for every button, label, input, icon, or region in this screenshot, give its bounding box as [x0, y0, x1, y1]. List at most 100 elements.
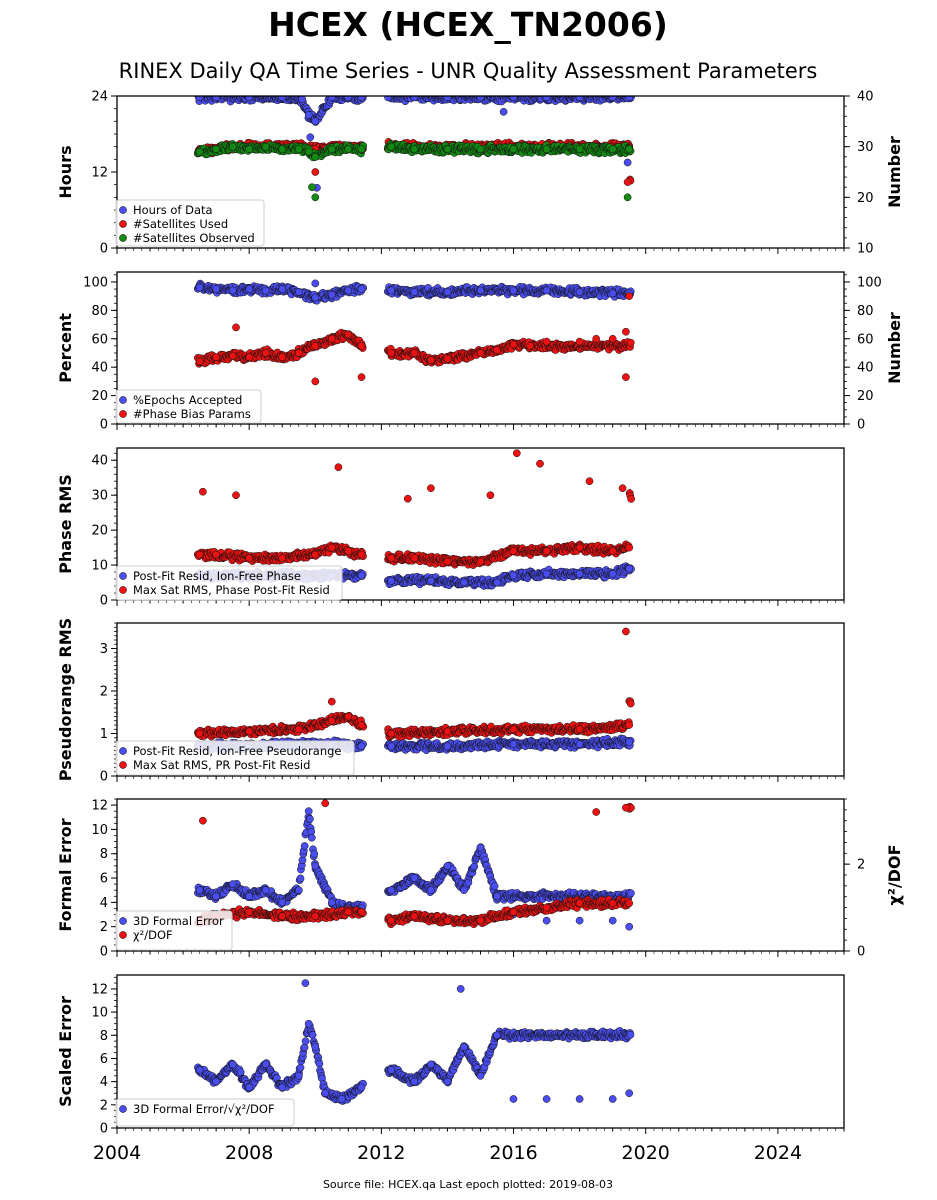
panel-data [193, 279, 635, 386]
legend-label: %Epochs Accepted [133, 393, 242, 407]
y-tick-label: 40 [91, 361, 108, 376]
data-point [575, 96, 584, 102]
y-tick-label: 100 [83, 275, 108, 290]
data-point [195, 550, 204, 559]
data-point [526, 342, 534, 350]
data-point [387, 576, 396, 585]
data-point [509, 96, 518, 102]
data-point [443, 288, 452, 296]
legend-label: #Satellites Used [133, 217, 228, 231]
legend-label: Max Sat RMS, Phase Post-Fit Resid [133, 583, 330, 597]
data-point [357, 571, 366, 580]
legend: %Epochs Accepted#Phase Bias Params [115, 389, 262, 424]
data-point [542, 569, 551, 578]
data-point [298, 96, 306, 104]
data-point [384, 96, 392, 102]
data-point [228, 142, 237, 151]
data-point [261, 349, 270, 357]
data-point [623, 158, 632, 167]
data-point [327, 290, 336, 299]
data-point [311, 193, 320, 202]
data-point [311, 117, 320, 126]
data-point [443, 145, 452, 154]
data-point [344, 286, 353, 295]
legend-marker [119, 234, 127, 242]
data-point [306, 133, 315, 142]
y2-tick-label: 0 [857, 418, 865, 433]
data-point [623, 178, 632, 186]
data-point [443, 354, 452, 363]
y2-axis-label: Number [885, 312, 904, 384]
data-point [509, 340, 518, 349]
data-point [608, 547, 617, 555]
data-point [410, 96, 419, 102]
data-point [575, 569, 584, 578]
data-point [278, 145, 287, 154]
y2-tick-label: 40 [857, 361, 874, 376]
data-point [311, 342, 320, 350]
data-point [387, 554, 396, 562]
data-point [608, 334, 617, 343]
data-point [608, 289, 617, 298]
data-point [278, 353, 287, 362]
data-point [592, 334, 601, 343]
data-point [327, 96, 336, 102]
y2-tick-label: 20 [857, 191, 874, 206]
data-point [245, 353, 254, 362]
y-tick-label: 12 [91, 166, 108, 181]
y-axis-label: Hours [56, 145, 75, 198]
data-point [212, 96, 220, 102]
data-point [311, 168, 320, 176]
data-point [387, 349, 396, 357]
legend-marker [119, 220, 127, 228]
y-tick-label: 10 [91, 559, 108, 574]
data-point [344, 96, 353, 102]
legend-marker [119, 206, 127, 214]
data-point [195, 147, 204, 156]
y2-axis-label: Number [885, 136, 904, 208]
y-tick-label: 0 [100, 242, 108, 257]
data-point [625, 145, 634, 154]
legend-marker [119, 586, 127, 594]
data-point [304, 147, 313, 156]
data-point [476, 349, 485, 357]
legend-label: #Satellites Observed [133, 231, 255, 245]
data-point [311, 550, 320, 559]
data-point [195, 357, 204, 366]
data-point [344, 145, 353, 154]
data-point [512, 449, 521, 458]
data-point [212, 285, 220, 293]
data-point [476, 145, 485, 154]
figure-subtitle: RINEX Daily QA Time Series - UNR Quality… [119, 59, 818, 83]
data-point [427, 356, 435, 364]
data-point [625, 292, 634, 300]
data-point [542, 145, 551, 154]
data-point [509, 286, 518, 295]
y2-tick-label: 10 [857, 242, 874, 257]
data-point [575, 145, 584, 154]
data-point [536, 459, 544, 468]
data-point [228, 351, 237, 360]
data-point [509, 571, 518, 580]
y-tick-label: 0 [100, 594, 108, 609]
figure-title: HCEX (HCEX_TN2006) [268, 5, 668, 44]
data-point [357, 550, 366, 559]
legend-label: Post-Fit Resid, Ion-Free Phase [133, 569, 301, 583]
data-point [575, 288, 584, 296]
data-point [499, 107, 508, 116]
data-point [387, 142, 396, 151]
data-point [245, 145, 254, 154]
data-point [575, 337, 584, 346]
legend: Hours of Data#Satellites Used#Satellites… [115, 199, 265, 247]
data-point [410, 145, 419, 154]
y-tick-label: 80 [91, 304, 108, 319]
data-point [212, 550, 220, 559]
y2-tick-label: 20 [857, 389, 874, 404]
data-point [245, 96, 254, 102]
data-point [460, 578, 468, 587]
data-point [278, 96, 287, 102]
data-point [245, 554, 254, 562]
data-point [344, 330, 353, 339]
data-point [261, 286, 270, 295]
